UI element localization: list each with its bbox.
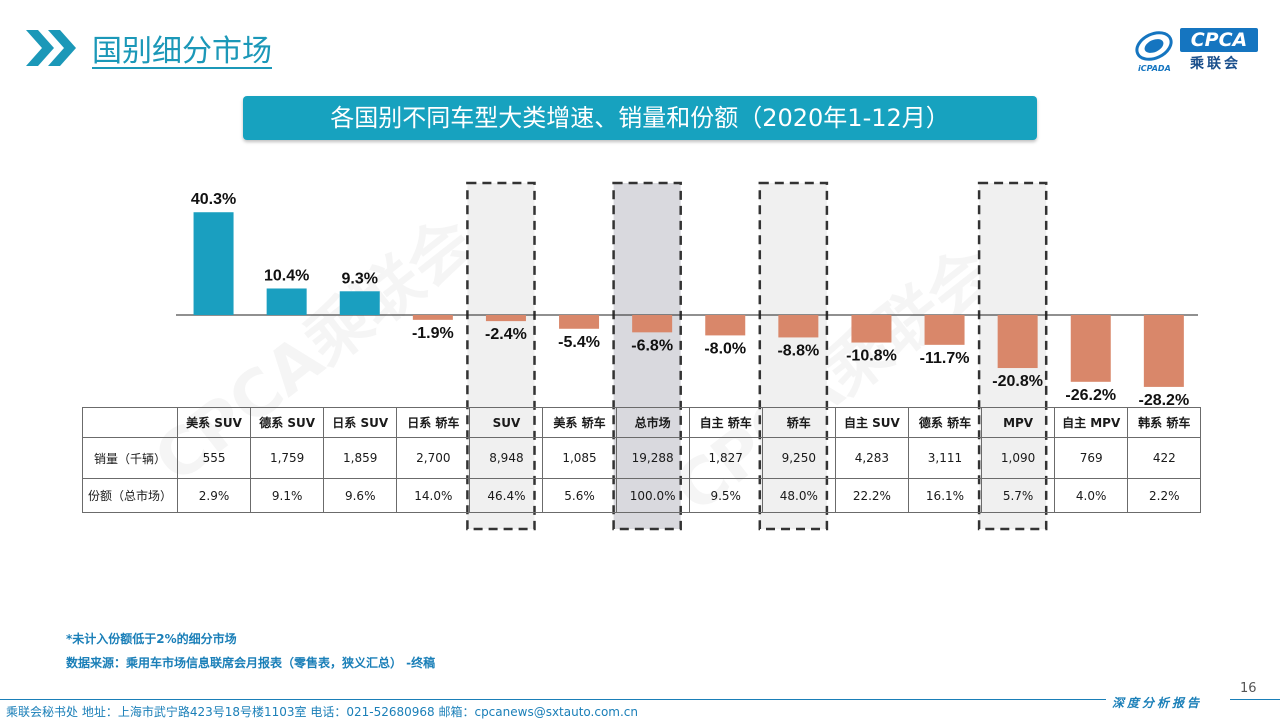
bar [997,315,1038,369]
bar [1143,315,1184,387]
table-cell: 2.9% [176,478,252,513]
table-cell: 48.0% [761,478,836,513]
table-header-cell: 韩系 轿车 [1127,407,1202,438]
table-cell: 2.2% [1127,478,1202,513]
table-cell: 4,283 [834,437,909,479]
bar-value-label: -1.9% [412,325,454,342]
table-header-cell: 自主 SUV [834,407,909,438]
table-header-cell: 德系 轿车 [907,407,983,438]
bar [851,315,892,343]
bar [266,288,307,315]
table-cell: 5.6% [542,478,617,513]
table-cell: 9.1% [250,478,325,513]
table-cell: 1,759 [250,437,325,479]
table-cell: 8,948 [469,437,544,479]
table-header-row: 美系 SUV 德系 SUV 日系 SUV 日系 轿车 SUV 美系 轿车 总市场 自主 轿车轿… [82,407,1202,438]
bar-value-label: 10.4% [264,267,309,284]
table-cell: 769 [1054,437,1129,479]
table-cell: 1,859 [323,437,398,479]
table-cell: 5.7% [981,478,1056,513]
table-header-cell: 日系 SUV [323,407,398,438]
bar [1070,315,1111,382]
table-cell: 422 [1127,437,1202,479]
bar-value-label: -20.8% [992,373,1043,390]
logo-mark-text: iCPADA [1138,64,1171,73]
table-cell: 9,250 [761,437,836,479]
table-cell: 3,111 [907,437,983,479]
table-cell: 1,085 [542,437,617,479]
table-cell: 9.5% [688,478,763,513]
logo-brand-text: CPCA [1180,28,1258,52]
table-cell: 46.4% [469,478,544,513]
table-header-cell: MPV [981,407,1056,438]
table-header-cell: 美系 轿车 [542,407,617,438]
page-title: 国别细分市场 [92,34,272,69]
bar [559,315,600,329]
footer-divider [0,699,1106,700]
bar-value-label: -11.7% [920,350,970,367]
bar-value-label: -2.4% [485,326,527,343]
bar [339,291,380,315]
chart-title-banner: 各国别不同车型大类增速、销量和份额（2020年1-12月） [243,96,1037,140]
bar-value-label: -26.2% [1065,387,1116,404]
table-header-cell: 总市场 [615,407,690,438]
bar [193,212,234,315]
bar [924,315,965,345]
table-cell: 1,827 [688,437,763,479]
table-header-cell: 德系 SUV [250,407,325,438]
bar [705,315,746,336]
table-cell: 16.1% [907,478,983,513]
bar-value-label: -5.4% [558,334,600,351]
table-row-label: 销量（千辆） [82,437,178,479]
bar-value-label: -28.2% [1138,392,1189,409]
footnote-source: 数据来源：乘用车市场信息联席会月报表（零售表，狭义汇总） -终稿 [66,656,436,670]
table-cell: 100.0% [615,478,690,513]
table-header-cell: 自主 轿车 [688,407,763,438]
cpca-logo: CPCA 乘联会 iCPADA [1132,24,1260,73]
cpca-logo-mark-icon [1135,31,1173,61]
bar-value-label: -8.8% [777,342,819,359]
table-row-label: 份额（总市场） [82,478,178,513]
logo-sub-text: 乘联会 [1190,56,1241,72]
table-row: 份额（总市场） 2.9% 9.1% 9.6% 14.0% 46.4% 5.6% 100.0% 9… [82,478,1202,513]
table-cell: 22.2% [834,478,909,513]
table-cell: 14.0% [396,478,471,513]
bar [632,315,673,333]
bar [412,315,453,320]
bar [778,315,819,338]
table-header-cell: 自主 MPV [1054,407,1129,438]
table-row: 销量（千辆） 555 1,759 1,859 2,700 8,948 1,085 19,288… [82,437,1202,479]
table-header-cell: 日系 轿车 [396,407,471,438]
chevron-double-icon [26,30,76,66]
bar-value-label: 40.3% [191,191,236,208]
report-label: 深度分析报告 [1112,696,1203,710]
table-header-cell: 轿车 [761,407,836,438]
table-cell: 555 [176,437,252,479]
bar-value-label: 9.3% [342,270,378,287]
page-number: 16 [1240,681,1257,696]
footnote-share: *未计入份额低于2%的细分市场 [66,632,237,646]
bar-value-label: -6.8% [631,337,673,354]
table-cell: 1,090 [981,437,1056,479]
table-header-cell: SUV [469,407,544,438]
bar-value-label: -10.8% [846,348,897,365]
table-header-cell: 美系 SUV [176,407,252,438]
data-table: 美系 SUV 德系 SUV 日系 SUV 日系 轿车 SUV 美系 轿车 总市场 自主 轿车轿… [82,407,1202,513]
table-cell: 2,700 [396,437,471,479]
table-cell: 19,288 [615,437,690,479]
footer-contact: 乘联会秘书处 地址：上海市武宁路423号18号楼1103室 电话：021-526… [6,705,639,719]
bar [485,315,526,322]
table-cell: 4.0% [1054,478,1129,513]
table-corner-cell [82,407,178,438]
bar-value-label: -8.0% [704,340,746,357]
footer-divider [1230,699,1280,700]
table-cell: 9.6% [323,478,398,513]
